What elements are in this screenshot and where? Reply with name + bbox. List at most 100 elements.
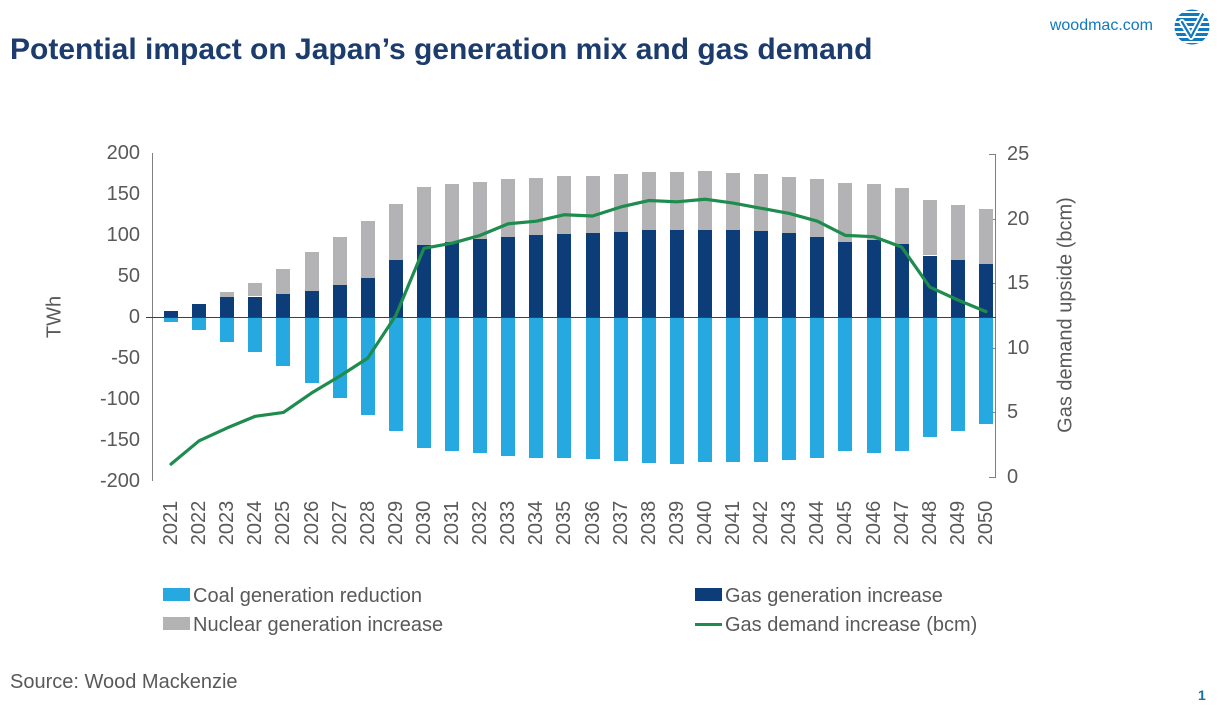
gas-swatch-icon (695, 588, 722, 601)
bar-coal-2048 (922, 317, 937, 437)
bar-nuclear-2050 (978, 208, 993, 264)
bar-gas-2026 (304, 290, 319, 317)
bar-nuclear-2025 (276, 268, 291, 295)
bar-gas-2022 (192, 303, 207, 317)
right-tick-10: 10 (1007, 336, 1030, 359)
left-tick-50: 50 (117, 265, 140, 287)
x-tick-2050: 2050 (974, 500, 997, 546)
x-tick-2027: 2027 (328, 500, 351, 546)
bar-coal-2044 (810, 317, 825, 459)
x-tick-2044: 2044 (806, 500, 829, 546)
bar-nuclear-2037 (613, 173, 628, 232)
x-tick-2028: 2028 (356, 500, 379, 546)
right-tick-20: 20 (1007, 207, 1030, 230)
bar-coal-2035 (557, 317, 572, 459)
x-tick-2038: 2038 (637, 500, 660, 546)
right-tick-mark-0 (989, 477, 996, 478)
x-tick-2033: 2033 (497, 500, 520, 546)
woodmac-logo-icon (1173, 8, 1211, 46)
bar-nuclear-2035 (557, 175, 572, 235)
bar-gas-2035 (557, 234, 572, 317)
bar-gas-2034 (529, 235, 544, 317)
x-tick-2046: 2046 (862, 500, 885, 546)
bar-gas-2047 (894, 244, 909, 317)
nuclear-swatch-icon (163, 617, 190, 630)
bar-gas-2050 (978, 263, 993, 317)
bar-nuclear-2030 (416, 187, 431, 245)
bar-gas-2044 (810, 236, 825, 317)
bar-nuclear-2038 (641, 171, 656, 231)
bar-gas-2049 (950, 260, 965, 317)
bar-coal-2022 (192, 317, 207, 331)
bar-gas-2032 (473, 239, 488, 317)
bar-gas-2023 (220, 297, 235, 317)
legend-label-nuclear: Nuclear generation increase (193, 614, 444, 636)
bar-gas-2040 (697, 230, 712, 317)
bar-coal-2031 (445, 317, 460, 452)
bar-nuclear-2046 (866, 184, 881, 240)
bar-coal-2036 (585, 317, 600, 459)
bar-gas-2041 (726, 230, 741, 317)
right-tick-mark-25 (989, 154, 996, 155)
left-tick-0: 0 (128, 306, 140, 328)
bar-nuclear-2033 (501, 179, 516, 237)
x-tick-2037: 2037 (609, 500, 632, 546)
bar-gas-2033 (501, 236, 516, 317)
page-title: Potential impact on Japan’s generation m… (10, 33, 873, 66)
legend-label-gas-demand: Gas demand increase (bcm) (725, 614, 978, 636)
bar-coal-2040 (697, 317, 712, 463)
right-tick-15: 15 (1007, 272, 1030, 295)
bar-coal-2028 (360, 317, 375, 415)
x-tick-2042: 2042 (750, 500, 773, 546)
x-tick-2035: 2035 (553, 500, 576, 546)
bar-nuclear-2024 (248, 282, 263, 297)
bar-nuclear-2049 (950, 205, 965, 261)
bar-coal-2049 (950, 317, 965, 431)
bar-gas-2036 (585, 233, 600, 317)
bar-coal-2029 (388, 317, 403, 431)
right-tick-25: 25 (1007, 143, 1030, 165)
x-tick-2034: 2034 (525, 500, 548, 546)
coal-swatch-icon (163, 588, 190, 601)
bar-gas-2028 (360, 277, 375, 317)
bar-coal-2042 (754, 317, 769, 463)
right-tick-0: 0 (1007, 466, 1019, 488)
bar-nuclear-2026 (304, 252, 319, 291)
x-tick-2039: 2039 (665, 500, 688, 546)
bar-coal-2038 (641, 317, 656, 463)
x-tick-2029: 2029 (384, 500, 407, 546)
right-axis-line (995, 154, 996, 477)
bar-coal-2025 (276, 317, 291, 367)
x-tick-2043: 2043 (778, 500, 801, 546)
bar-gas-2046 (866, 239, 881, 317)
bar-gas-2037 (613, 231, 628, 317)
bar-gas-2043 (782, 232, 797, 317)
left-tick-200: 200 (106, 142, 140, 164)
page-number: 1 (1198, 687, 1206, 703)
bar-nuclear-2023 (220, 291, 235, 298)
bar-nuclear-2039 (669, 171, 684, 231)
x-tick-2030: 2030 (412, 500, 435, 546)
bar-gas-2038 (641, 230, 656, 317)
bar-coal-2034 (529, 317, 544, 459)
bar-gas-2042 (754, 230, 769, 317)
bar-coal-2030 (416, 317, 431, 449)
bar-nuclear-2028 (360, 221, 375, 278)
bar-coal-2050 (978, 317, 993, 425)
x-tick-2021: 2021 (160, 500, 182, 546)
bar-coal-2039 (669, 317, 684, 464)
bar-coal-2027 (332, 317, 347, 399)
bar-coal-2024 (248, 317, 263, 353)
x-tick-2024: 2024 (244, 500, 267, 546)
x-tick-2032: 2032 (469, 500, 492, 546)
bar-gas-2030 (416, 244, 431, 317)
x-tick-2025: 2025 (272, 500, 295, 546)
left-tick--50: -50 (111, 347, 140, 369)
zero-gridline (146, 317, 996, 318)
bar-coal-2046 (866, 317, 881, 454)
bar-gas-2045 (838, 241, 853, 317)
bar-gas-2024 (248, 296, 263, 317)
x-tick-2026: 2026 (300, 500, 323, 546)
x-tick-2045: 2045 (834, 500, 857, 546)
bar-coal-2045 (838, 317, 853, 452)
